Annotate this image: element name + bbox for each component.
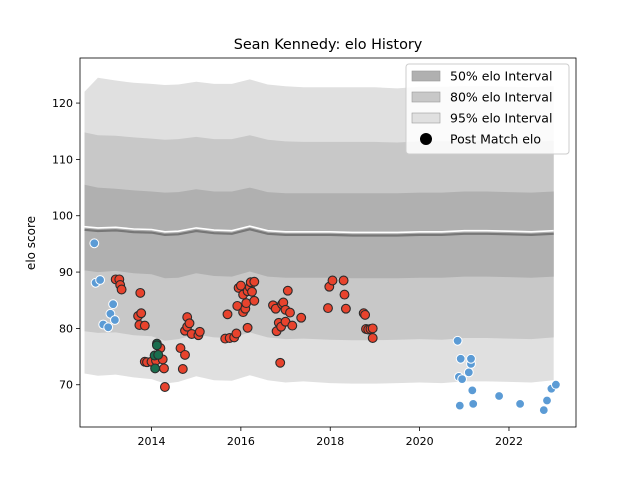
post-match-point xyxy=(285,307,295,318)
post-match-point xyxy=(323,303,333,314)
post-match-point xyxy=(159,382,170,392)
post-match-point xyxy=(241,298,252,309)
post-match-point xyxy=(116,284,127,295)
legend: 50% elo Interval 80% elo Interval 95% elo … xyxy=(405,63,570,155)
post-match-point xyxy=(222,309,233,320)
y-tick-label: 100 xyxy=(52,210,73,223)
legend-label: 80% elo Interval xyxy=(450,90,552,105)
post-match-point xyxy=(468,399,479,409)
post-match-point xyxy=(457,374,468,385)
post-match-point xyxy=(360,309,371,320)
post-match-point xyxy=(184,318,195,329)
post-match-point xyxy=(327,275,338,286)
post-match-point xyxy=(95,275,105,285)
post-match-point xyxy=(542,395,552,406)
post-match-point xyxy=(452,335,463,346)
post-match-point xyxy=(175,343,186,354)
y-tick-label: 120 xyxy=(52,97,73,110)
x-tick-label: 2022 xyxy=(495,435,523,448)
y-tick-label: 90 xyxy=(59,266,73,279)
chart-title: Sean Kennedy: elo History xyxy=(234,37,423,53)
mean-elo-line xyxy=(84,228,554,237)
legend-swatch xyxy=(411,91,441,103)
mean-elo-highlight-line xyxy=(84,225,554,234)
post-match-point xyxy=(139,320,150,331)
legend-box xyxy=(405,63,570,155)
post-match-point xyxy=(455,353,466,364)
post-match-point xyxy=(494,391,505,401)
post-match-point xyxy=(249,276,260,287)
post-match-point xyxy=(287,320,298,331)
post-match-point xyxy=(551,379,561,390)
post-match-point xyxy=(467,385,478,396)
post-match-point xyxy=(151,340,162,351)
post-match-point xyxy=(159,363,169,374)
post-match-point xyxy=(340,303,351,314)
post-match-point xyxy=(242,322,253,333)
legend-label: 50% elo Interval xyxy=(450,69,552,84)
legend-label: Post Match elo xyxy=(450,132,541,147)
y-tick-label: 110 xyxy=(52,153,73,166)
post-match-point xyxy=(515,399,525,409)
post-match-point xyxy=(249,295,260,306)
y-axis: 70 80 90 100 110 120 xyxy=(52,97,80,392)
x-axis: 2014 2016 2018 2020 2022 xyxy=(137,427,523,448)
post-match-point xyxy=(282,285,293,296)
post-match-point xyxy=(108,299,118,310)
y-tick-label: 80 xyxy=(59,322,73,335)
post-match-point xyxy=(275,357,286,368)
post-match-point xyxy=(180,349,190,360)
post-match-point xyxy=(367,323,378,334)
post-match-point xyxy=(339,289,350,300)
post-match-point xyxy=(177,364,188,374)
post-match-point xyxy=(296,312,307,323)
plot-area-frame xyxy=(79,57,577,428)
post-match-point xyxy=(538,405,549,416)
legend-swatch xyxy=(411,112,441,124)
x-tick-label: 2014 xyxy=(137,435,165,448)
legend-marker xyxy=(420,133,432,145)
post-match-point xyxy=(466,353,476,364)
post-match-point xyxy=(135,287,146,298)
post-match-point xyxy=(153,349,164,360)
post-match-point xyxy=(89,238,100,249)
post-match-point xyxy=(103,322,114,333)
y-axis-label: elo score xyxy=(24,216,38,270)
post-match-point xyxy=(194,326,205,337)
post-match-point xyxy=(247,286,257,297)
post-match-points xyxy=(89,238,561,416)
x-tick-label: 2018 xyxy=(316,435,344,448)
post-match-point xyxy=(454,400,465,411)
post-match-point xyxy=(150,363,161,374)
post-match-point xyxy=(110,315,120,325)
post-match-point xyxy=(136,308,147,319)
post-match-point xyxy=(231,328,242,339)
x-tick-label: 2016 xyxy=(227,435,255,448)
legend-swatch xyxy=(411,70,441,82)
post-match-point xyxy=(367,333,378,343)
post-match-point xyxy=(463,367,474,378)
y-tick-label: 70 xyxy=(59,379,73,392)
x-tick-label: 2020 xyxy=(406,435,434,448)
mean-lines xyxy=(84,225,554,237)
legend-label: 95% elo Interval xyxy=(450,111,552,126)
post-match-point xyxy=(338,275,349,286)
